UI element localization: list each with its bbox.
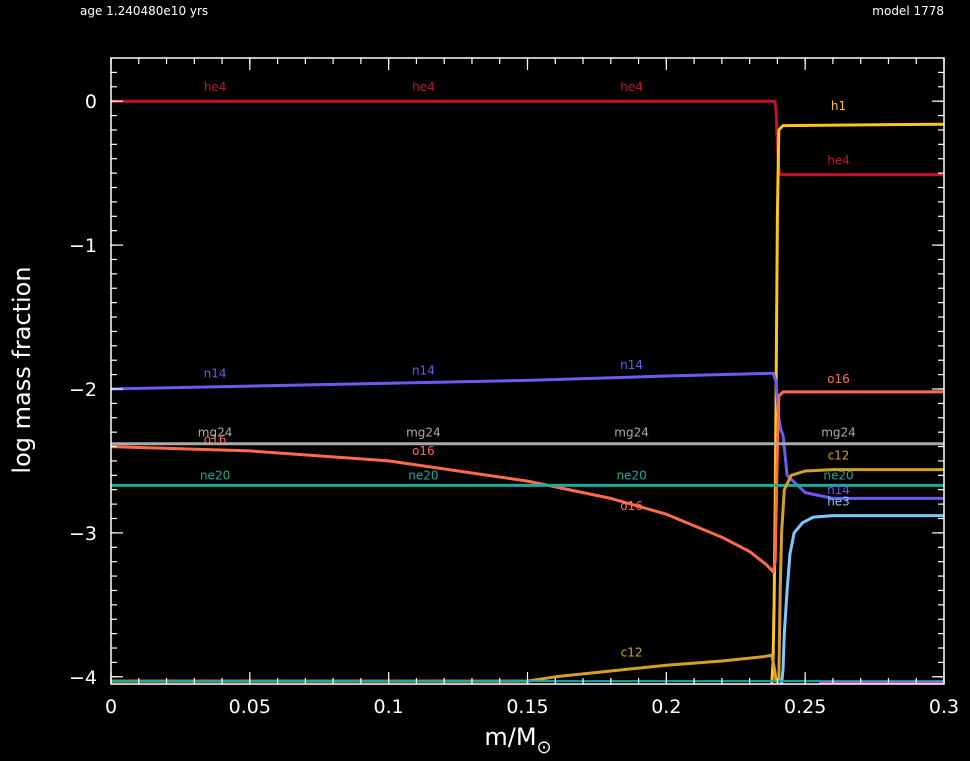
series-label-o16: o16	[204, 433, 227, 447]
series-line-he4	[111, 99, 944, 177]
x-tick-label: 0.2	[651, 696, 681, 718]
series-label-n14: n14	[620, 358, 643, 372]
series-label-n14: n14	[412, 364, 435, 378]
y-tick-label: −4	[69, 667, 97, 689]
series-label-o16: o16	[827, 372, 850, 386]
y-tick-label: −2	[69, 379, 97, 401]
y-axis-title: log mass fraction	[8, 266, 36, 473]
age-label: age 1.240480e10 yrs	[80, 4, 209, 18]
series-line-h1	[770, 122, 944, 684]
series-label-mg24: mg24	[198, 426, 233, 440]
plot-frame	[110, 57, 945, 685]
series-label-o16: o16	[412, 444, 435, 458]
series-label-n14: n14	[827, 483, 850, 497]
model-label: model 1778	[872, 4, 944, 18]
series-label-n14: n14	[204, 367, 227, 381]
series-label-mg24: mg24	[821, 426, 856, 440]
series-label-c12: c12	[828, 449, 850, 463]
series-line-o16	[111, 390, 944, 574]
series-label-mg24: mg24	[614, 426, 649, 440]
series-label-ne20: ne20	[616, 469, 646, 483]
series-label-c12: c12	[621, 646, 643, 660]
x-tick-label: 0.25	[784, 696, 826, 718]
x-tick-label: 0.05	[229, 696, 271, 718]
series-label-he4: he4	[827, 154, 850, 168]
y-tick-label: 0	[85, 91, 97, 113]
series-label-o16: o16	[620, 499, 643, 513]
series-label-h1: h1	[831, 99, 846, 113]
y-tick-label: −1	[69, 235, 97, 257]
series-label-mg24: mg24	[406, 426, 441, 440]
series-line-c12	[111, 468, 944, 683]
series-label-ne20: ne20	[200, 469, 230, 483]
series-label-he3: he3	[827, 495, 850, 509]
x-tick-label: 0.3	[929, 696, 959, 718]
series-label-he4: he4	[620, 80, 643, 94]
x-tick-label: 0	[105, 696, 117, 718]
series-line-he3	[780, 514, 944, 684]
x-axis-title: m/M⊙	[484, 723, 551, 758]
series-label-ne20: ne20	[823, 469, 853, 483]
series-label-he4: he4	[204, 80, 227, 94]
series-label-ne20: ne20	[408, 469, 438, 483]
y-tick-label: −3	[69, 523, 97, 545]
x-tick-label: 0.15	[506, 696, 548, 718]
x-tick-label: 0.1	[374, 696, 404, 718]
series-label-he4: he4	[412, 80, 435, 94]
